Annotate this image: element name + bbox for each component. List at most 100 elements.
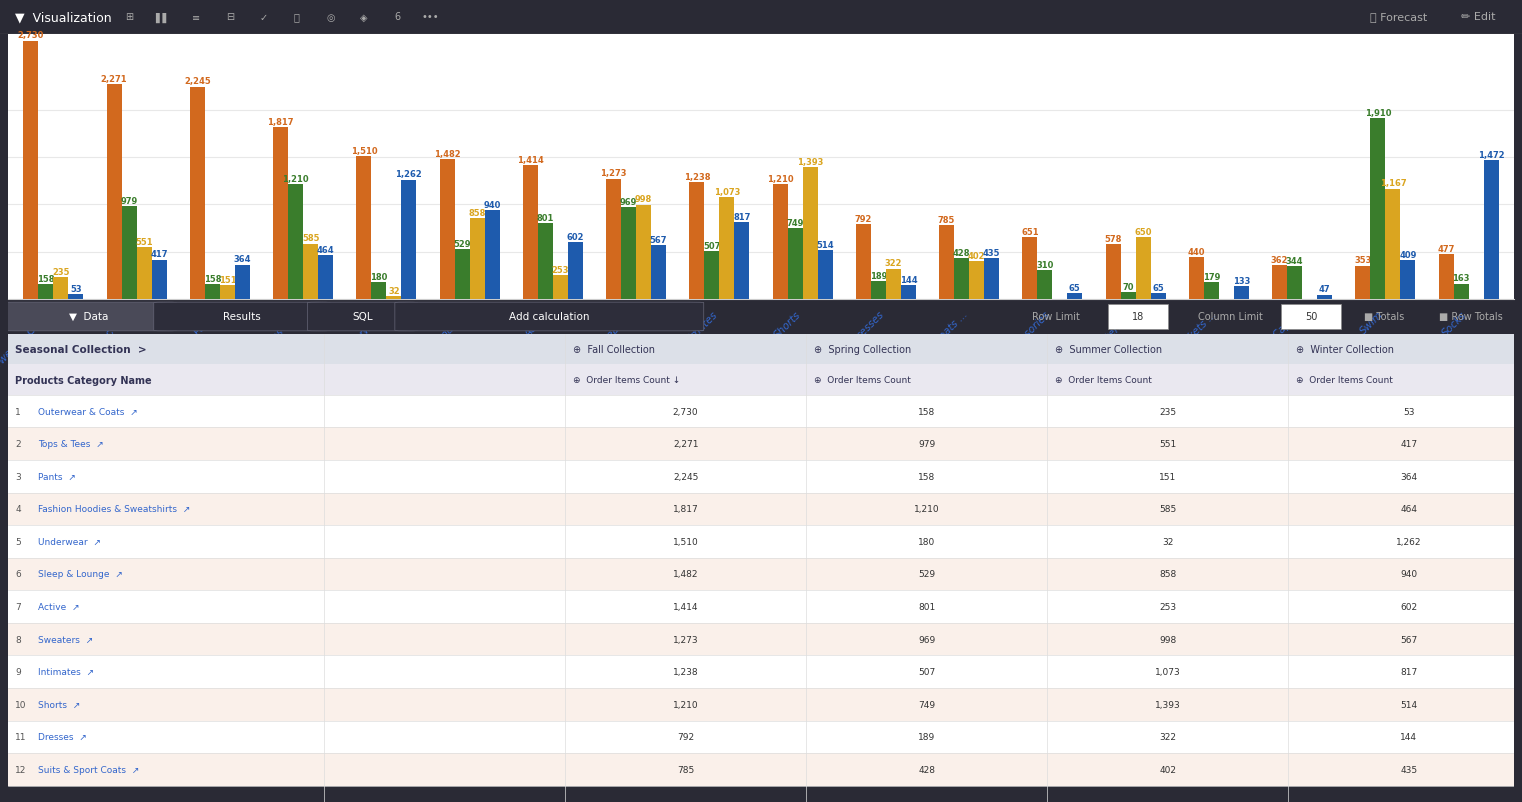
Bar [1317,295,1332,300]
FancyBboxPatch shape [0,303,177,331]
Text: 402: 402 [968,252,985,261]
Text: 144: 144 [900,276,918,285]
Text: 2,730: 2,730 [673,407,699,416]
FancyBboxPatch shape [154,303,330,331]
Bar [8,334,1514,365]
Text: 464: 464 [1400,504,1417,514]
Text: ■ Row Totals: ■ Row Totals [1440,311,1502,322]
Bar [1400,261,1415,300]
Text: 253: 253 [551,265,569,274]
Bar [1204,283,1219,300]
Bar [68,294,84,300]
Text: 18: 18 [1131,311,1145,322]
Text: ▼  Data: ▼ Data [68,311,108,322]
Text: 1,238: 1,238 [683,172,711,181]
Bar [402,180,417,300]
Bar [734,222,749,300]
Bar [1272,265,1288,300]
Text: Add calculation: Add calculation [508,311,589,322]
Text: 5: 5 [15,537,21,546]
Text: 749: 749 [787,219,804,228]
Text: 4: 4 [15,504,21,514]
Text: 1,393: 1,393 [798,158,823,167]
Text: 1,073: 1,073 [1155,667,1181,676]
Text: 70: 70 [1122,283,1134,292]
Bar [8,460,1514,493]
Text: 409: 409 [1399,251,1417,260]
Bar [8,623,1514,655]
Bar [272,128,288,300]
Text: 792: 792 [677,732,694,741]
Text: 1,510: 1,510 [350,147,377,156]
Text: ◈: ◈ [361,13,367,22]
Bar [190,87,205,300]
Text: 1,273: 1,273 [673,635,699,644]
FancyBboxPatch shape [394,303,703,331]
Text: 998: 998 [635,195,653,205]
Text: 1,262: 1,262 [396,170,422,179]
Text: 940: 940 [1400,569,1417,579]
Text: 650: 650 [1134,228,1152,237]
Text: ⊕  Winter Collection: ⊕ Winter Collection [1295,345,1394,354]
Bar [552,276,568,300]
Bar [939,225,954,300]
Bar [537,224,552,300]
Bar [901,286,916,300]
Text: ⊞: ⊞ [125,13,134,22]
Text: 11: 11 [15,732,27,741]
Bar [1484,160,1499,300]
Text: 1,414: 1,414 [517,156,543,165]
Text: ■ Totals: ■ Totals [1364,311,1403,322]
Text: 53: 53 [70,285,82,294]
Bar [8,493,1514,525]
Text: 477: 477 [1437,245,1455,253]
Text: 1,167: 1,167 [1379,179,1406,188]
Text: ≡: ≡ [192,13,201,22]
Text: 998: 998 [1160,635,1177,644]
Bar [689,183,705,300]
Text: Products Category Name: Products Category Name [15,375,152,385]
Bar [8,428,1514,460]
Bar [53,277,68,300]
Text: Underwear  ↗: Underwear ↗ [38,537,100,546]
Text: 514: 514 [1400,700,1417,709]
Text: Pants  ↗: Pants ↗ [38,472,76,481]
Text: 362: 362 [1271,255,1289,265]
Text: 1,510: 1,510 [673,537,699,546]
Text: 322: 322 [1160,732,1177,741]
Text: 12: 12 [15,765,26,774]
Text: 235: 235 [1160,407,1177,416]
Text: 322: 322 [884,259,903,268]
Text: 253: 253 [1160,602,1177,611]
Text: 507: 507 [703,241,720,250]
Bar [1454,284,1469,300]
Text: 651: 651 [1021,228,1038,237]
Text: 344: 344 [1286,257,1303,266]
Text: 1,210: 1,210 [283,175,309,184]
Text: 189: 189 [918,732,936,741]
Text: 6: 6 [15,569,21,579]
Bar [1023,238,1038,300]
Text: Active  ↗: Active ↗ [38,602,79,611]
Text: Outerwear & Coats  ↗: Outerwear & Coats ↗ [38,407,137,416]
Text: 1,817: 1,817 [673,504,699,514]
Bar [705,252,720,300]
Bar [954,259,970,300]
Text: 9: 9 [15,667,21,676]
Text: 163: 163 [1452,274,1470,283]
Bar [8,365,1514,395]
Bar [387,297,402,300]
Text: 435: 435 [1400,765,1417,774]
Text: 464: 464 [317,245,335,254]
Text: Intimates  ↗: Intimates ↗ [38,667,94,676]
Bar [568,243,583,300]
Bar [871,282,886,300]
Text: ✓: ✓ [259,13,268,22]
Bar [621,208,636,300]
Text: ⊕  Summer Collection: ⊕ Summer Collection [1055,345,1161,354]
Bar [1356,266,1370,300]
Text: Tops & Tees  ↗: Tops & Tees ↗ [38,439,103,448]
Text: 151: 151 [219,275,236,284]
Text: 151: 151 [1160,472,1177,481]
Text: 417: 417 [151,250,167,259]
